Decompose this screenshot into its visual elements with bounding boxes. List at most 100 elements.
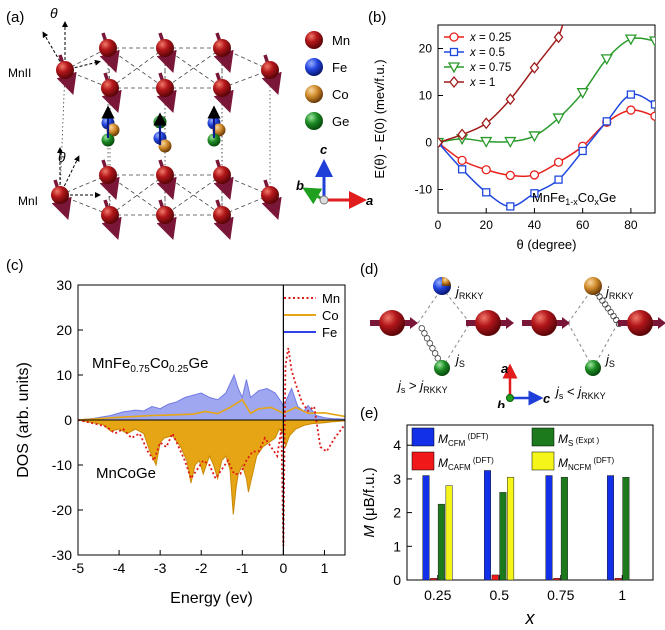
mn-atom bbox=[531, 310, 557, 336]
schematic-axes: a b c bbox=[497, 361, 551, 408]
y-tick-label: 20 bbox=[56, 322, 72, 338]
marker-square bbox=[602, 117, 611, 126]
mn-atom bbox=[213, 166, 231, 184]
legend-text-fe: Fe bbox=[332, 60, 347, 75]
legend-label: x = 0.25 bbox=[469, 32, 511, 44]
y-tick-label: 30 bbox=[56, 277, 72, 293]
marker-square bbox=[482, 188, 491, 197]
moment-chart: 0 1 2 3 4 0.25 0.5 0.75 1 x M (μB/f.u.) bbox=[361, 424, 654, 628]
x-tick-label: 0.5 bbox=[490, 587, 510, 603]
y-axis-symbol: M bbox=[361, 525, 378, 538]
series-line bbox=[438, 109, 655, 178]
mn-atom bbox=[475, 310, 501, 336]
marker-square bbox=[457, 165, 467, 174]
marker-diamond bbox=[505, 93, 516, 106]
legend-swatch-cafm bbox=[411, 451, 435, 471]
legend-swatch-s bbox=[531, 427, 555, 447]
y-tick-label: 1 bbox=[393, 538, 401, 554]
y-tick-label: 2 bbox=[393, 505, 401, 521]
mn-atom bbox=[51, 186, 69, 204]
mn-atom bbox=[56, 61, 74, 79]
co-atom bbox=[106, 123, 120, 137]
x-tick-label: 0.25 bbox=[424, 587, 451, 603]
j-rkky-right: jRKKY bbox=[604, 284, 633, 301]
y-tick-label: 4 bbox=[393, 437, 401, 453]
y-tick-label: -10 bbox=[52, 457, 72, 473]
x-tick-label: -2 bbox=[195, 560, 208, 576]
site-mn1-label: MnI bbox=[18, 194, 38, 208]
marker-diamond bbox=[457, 128, 467, 141]
axis-c-label-d: c bbox=[543, 391, 551, 406]
mn-atom bbox=[379, 310, 405, 336]
mn-atom bbox=[261, 186, 279, 204]
series-line bbox=[438, 37, 655, 144]
x-tick-label: 0 bbox=[435, 218, 442, 232]
y-tick-label: -30 bbox=[52, 547, 72, 563]
bond-dashed bbox=[441, 287, 471, 324]
panel-b-label: (b) bbox=[368, 9, 386, 26]
legend-text-ge: Ge bbox=[332, 114, 349, 129]
marker-triangle-down bbox=[576, 88, 589, 100]
bar-m-cafm bbox=[614, 578, 622, 581]
legend-cfm: MCFM (DFT) bbox=[438, 432, 489, 448]
axis-a-label-d: a bbox=[501, 361, 508, 376]
condition-right: js < jRKKY bbox=[554, 384, 606, 401]
marker-circle bbox=[529, 170, 540, 180]
legend-var: x bbox=[469, 32, 477, 44]
panel-e-label: (e) bbox=[360, 405, 378, 422]
dos-fill-co bbox=[78, 419, 345, 515]
panel-a: (a) θ θ MnII MnI Mn Fe Co Ge c b a bbox=[6, 5, 373, 240]
series-3 bbox=[438, 25, 564, 149]
x-tick-label: 0.75 bbox=[547, 587, 574, 603]
bar-m-cfm bbox=[422, 475, 430, 581]
lattice-edge bbox=[109, 47, 166, 89]
legend-text-fe: Fe bbox=[322, 325, 337, 340]
j-s-right: jS bbox=[604, 352, 615, 369]
legend-value: = 1 bbox=[476, 77, 496, 89]
co-atom bbox=[584, 277, 602, 295]
x-tick-label: -1 bbox=[236, 560, 249, 576]
y-tick-label: 20 bbox=[419, 42, 433, 56]
mn-atom bbox=[213, 79, 231, 97]
y-tick-label: 0 bbox=[393, 572, 401, 588]
legend-label: x = 0.5 bbox=[469, 47, 505, 59]
bond-dashed bbox=[441, 322, 471, 369]
y-axis-unit: (μB/f.u.) bbox=[361, 467, 378, 525]
bar-m-s bbox=[499, 492, 507, 581]
bar-m-ncfm bbox=[445, 485, 453, 581]
lattice-edge bbox=[107, 47, 166, 89]
panel-d: (d) jRKKY jRKKY jS jS js > jRKKY js < jR… bbox=[360, 261, 665, 408]
legend-var: x bbox=[469, 77, 477, 89]
y-tick-label: -10 bbox=[415, 183, 433, 197]
series-0 bbox=[438, 105, 655, 181]
lattice-edge bbox=[109, 174, 166, 216]
bar-m-cafm bbox=[430, 578, 438, 581]
marker-square bbox=[626, 90, 636, 99]
marker-diamond bbox=[449, 75, 459, 89]
x-axis-label: x bbox=[525, 608, 536, 628]
marker-diamond bbox=[529, 61, 540, 74]
legend-atom-mn bbox=[305, 31, 323, 49]
legend-swatch-ncfm bbox=[531, 451, 555, 471]
marker-diamond bbox=[553, 31, 564, 44]
y-axis-label: DOS (arb. units) bbox=[15, 362, 32, 478]
compound-top-label: MnFe0.75Co0.25Ge bbox=[92, 355, 208, 375]
marker-square bbox=[650, 100, 655, 109]
marker-diamond bbox=[481, 117, 492, 130]
legend-ncfm: MNCFM (DFT) bbox=[558, 456, 615, 472]
axis-a-label: a bbox=[366, 193, 373, 208]
x-tick-label: 1 bbox=[618, 587, 626, 603]
legend-value: = 0.75 bbox=[476, 62, 512, 74]
lattice-edge bbox=[164, 47, 223, 89]
marker-square bbox=[449, 47, 459, 57]
ge-atom bbox=[207, 133, 221, 147]
y-axis-label: M (μB/f.u.) bbox=[361, 467, 378, 537]
x-tick-label: 1 bbox=[321, 560, 329, 576]
marker-circle bbox=[626, 105, 636, 115]
site-mn2-label: MnII bbox=[8, 66, 31, 80]
legend-text-mn: Mn bbox=[332, 33, 350, 48]
element-legend: Mn Fe Co Ge bbox=[305, 31, 350, 130]
legend-label: x = 1 bbox=[469, 77, 495, 89]
y-tick-label: 3 bbox=[393, 471, 401, 487]
marker-triangle-down bbox=[447, 62, 461, 74]
